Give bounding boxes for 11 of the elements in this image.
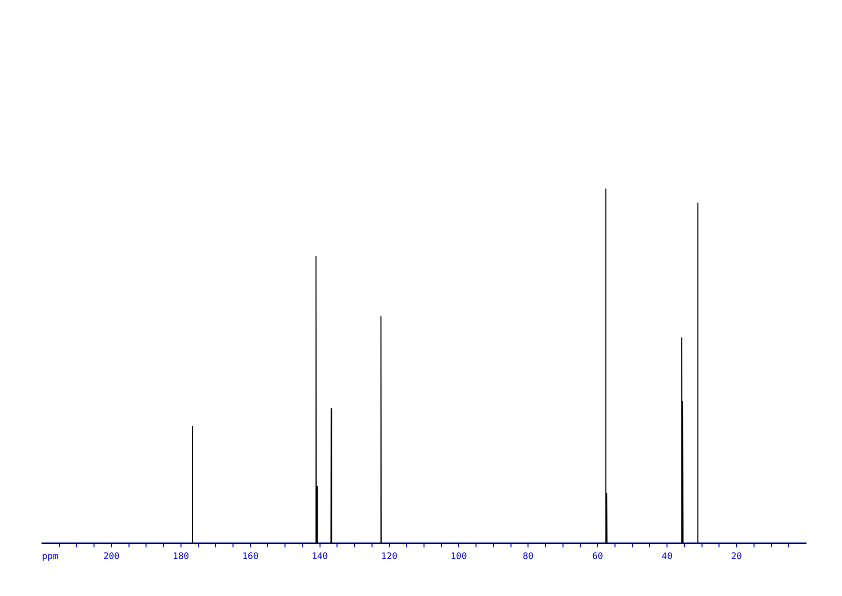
- x-tick-label: 160: [242, 552, 258, 562]
- x-tick-label: 140: [312, 552, 328, 562]
- x-tick-label: 180: [172, 552, 190, 562]
- x-axis-title: ppm: [42, 552, 58, 562]
- x-tick-label: 100: [450, 552, 467, 562]
- x-tick-label: 40: [662, 552, 673, 562]
- x-tick-label: 20: [731, 552, 742, 562]
- x-tick-label: 120: [381, 552, 398, 562]
- x-tick-label: 200: [103, 552, 120, 562]
- x-tick-label: 60: [592, 552, 604, 562]
- x-tick-label: 80: [522, 552, 534, 562]
